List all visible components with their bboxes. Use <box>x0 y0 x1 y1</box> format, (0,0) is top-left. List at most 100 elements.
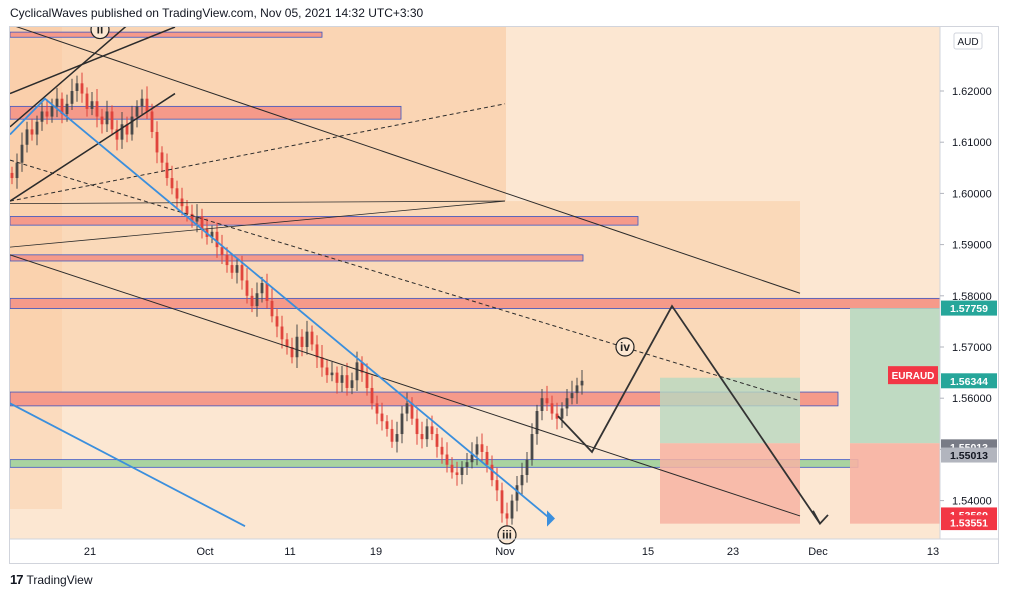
candle-body <box>160 152 164 163</box>
candle-body <box>410 403 414 419</box>
candle-body <box>365 372 369 388</box>
price-tag <box>941 373 997 389</box>
price-tag <box>941 300 997 316</box>
candle-body <box>240 265 244 281</box>
candle-body <box>450 464 454 473</box>
x-tick-label: 23 <box>727 546 739 558</box>
tradingview-logo-icon: 17 <box>10 572 24 587</box>
candle-body <box>520 475 524 486</box>
candle-body <box>150 111 154 132</box>
candle-body <box>305 331 309 347</box>
drawing-line-10 <box>9 402 246 527</box>
candle-body <box>100 116 104 125</box>
tradingview-brand[interactable]: TradingView <box>26 572 93 587</box>
drawing-line-3 <box>9 200 506 248</box>
target-box-red-1 <box>660 443 800 524</box>
candle-body <box>495 480 499 491</box>
candle-body <box>480 444 484 452</box>
drawing-line-2 <box>9 200 506 205</box>
drawing-line-4 <box>9 26 176 95</box>
candle-body <box>400 413 404 435</box>
price-tag <box>941 447 997 463</box>
candle-body <box>35 121 39 135</box>
candle-body <box>580 380 584 386</box>
candle-body <box>115 129 119 140</box>
candle-body <box>105 111 109 125</box>
candle-body <box>430 426 434 435</box>
candle-body <box>335 372 339 383</box>
candle-body <box>165 162 169 179</box>
candle-body <box>225 254 229 266</box>
candle-body <box>285 339 289 347</box>
candle-body <box>375 403 379 414</box>
candle-body <box>565 398 569 409</box>
symbol-tag <box>888 366 938 385</box>
drawing-line-0 <box>9 23 801 294</box>
candle-body <box>200 216 204 230</box>
y-tick-label: 1.56000 <box>952 393 992 405</box>
candle-body <box>15 162 19 179</box>
x-tick-label: 21 <box>84 546 96 558</box>
candle-body <box>295 336 299 358</box>
candle-body <box>30 129 34 135</box>
price-tag-label: 1.57759 <box>950 303 988 315</box>
candle-body <box>435 434 439 447</box>
candle-body <box>490 464 494 481</box>
candle-body <box>485 451 489 465</box>
candle-body <box>50 106 54 117</box>
candle-body <box>345 375 349 388</box>
candle-body <box>510 500 514 519</box>
candle-body <box>555 413 559 419</box>
candle-body <box>185 206 189 214</box>
candle-body <box>55 98 59 107</box>
y-tick-label: 1.59000 <box>952 240 992 252</box>
candle-body <box>175 188 179 199</box>
chart-container[interactable]: ii iv iii EURAUD AUD 1.62000 1.61000 1.60000 1.… <box>9 13 999 564</box>
x-tick-label: Oct <box>196 546 213 558</box>
candle-body <box>265 283 269 301</box>
drawing-line-1 <box>9 254 801 517</box>
publisher-header: CyclicalWaves published on TradingView.c… <box>10 6 424 20</box>
candle-body <box>25 129 29 145</box>
candle-body <box>420 434 424 440</box>
x-tick-label: 15 <box>642 546 654 558</box>
y-tick-label: 1.54000 <box>952 496 992 508</box>
candle-body <box>230 265 234 273</box>
candle-body <box>110 111 114 130</box>
target-box-green-1 <box>660 377 800 444</box>
candle-body <box>475 444 479 455</box>
candle-body <box>170 178 174 189</box>
candle-body <box>120 124 124 140</box>
candle-body <box>90 101 94 109</box>
candle-body <box>70 91 74 104</box>
candle-body <box>325 367 329 376</box>
candle-body <box>545 398 549 404</box>
candle-body <box>45 111 49 117</box>
y-tick-label: 1.62000 <box>952 86 992 98</box>
candle-body <box>445 454 449 465</box>
candle-body <box>80 83 84 94</box>
candle-body <box>20 144 24 163</box>
wave-label-circle-1 <box>615 337 635 357</box>
candle-body <box>95 101 99 117</box>
candle-body <box>380 413 384 422</box>
chart-svg[interactable]: ii iv iii EURAUD AUD 1.62000 1.61000 1.60000 1.… <box>9 13 998 563</box>
candle-body <box>440 446 444 455</box>
candle-body <box>195 216 199 222</box>
candle-body <box>130 116 134 135</box>
candle-body <box>275 316 279 327</box>
drawing-line-8 <box>9 159 801 402</box>
candle-body <box>215 231 219 248</box>
candle-body <box>530 434 534 460</box>
candle-body <box>300 336 304 347</box>
left-shade-zone <box>10 27 62 509</box>
candle-body <box>190 213 194 222</box>
candle-body <box>255 293 259 307</box>
candle-body <box>145 98 149 112</box>
candle-body <box>465 462 469 468</box>
wave-label-2: iii <box>502 528 512 542</box>
y-tick-label: 1.58000 <box>952 291 992 303</box>
blue-arrow-head <box>547 510 555 527</box>
candle-body <box>505 513 509 519</box>
x-tick-label: 19 <box>370 546 382 558</box>
